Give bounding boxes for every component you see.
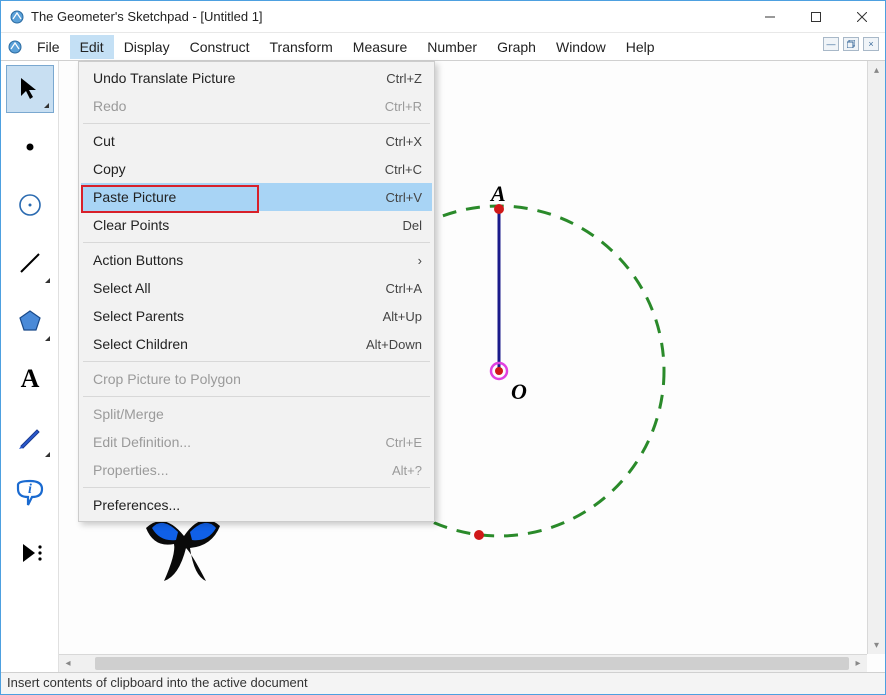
menuitem-action-buttons[interactable]: Action Buttons› (81, 246, 432, 274)
menuitem-undo-translate-picture[interactable]: Undo Translate PictureCtrl+Z (81, 64, 432, 92)
menuitem-crop-picture-to-polygon: Crop Picture to Polygon (81, 365, 432, 393)
menu-separator (83, 361, 430, 362)
menuitem-select-children[interactable]: Select ChildrenAlt+Down (81, 330, 432, 358)
menu-construct[interactable]: Construct (180, 35, 260, 59)
text-tool[interactable]: A (6, 355, 54, 403)
status-text: Insert contents of clipboard into the ac… (7, 675, 308, 690)
menuitem-preferences-[interactable]: Preferences... (81, 491, 432, 519)
menu-separator (83, 396, 430, 397)
mdi-close-button[interactable]: × (863, 37, 879, 51)
svg-text:i: i (28, 482, 32, 497)
menuitem-split-merge: Split/Merge (81, 400, 432, 428)
scroll-right-icon[interactable]: ▸ (849, 655, 867, 672)
point-tool[interactable] (6, 123, 54, 171)
menu-display[interactable]: Display (114, 35, 180, 59)
svg-text:A: A (489, 181, 506, 206)
window-title: The Geometer's Sketchpad - [Untitled 1] (31, 9, 747, 24)
svg-text:O: O (511, 379, 527, 404)
information-tool[interactable]: i (6, 471, 54, 519)
scroll-down-icon[interactable]: ▾ (868, 636, 885, 654)
close-button[interactable] (839, 2, 885, 32)
horizontal-scrollbar[interactable]: ◂ ▸ (59, 654, 867, 672)
scrollbar-thumb[interactable] (95, 657, 849, 670)
menuitem-clear-points[interactable]: Clear PointsDel (81, 211, 432, 239)
edit-menu-dropdown: Undo Translate PictureCtrl+ZRedoCtrl+R Cu… (78, 61, 435, 522)
menuitem-paste-picture[interactable]: Paste PictureCtrl+V (81, 183, 432, 211)
arrow-tool[interactable] (6, 65, 54, 113)
menu-number[interactable]: Number (417, 35, 487, 59)
menu-graph[interactable]: Graph (487, 35, 546, 59)
scroll-up-icon[interactable]: ▴ (868, 61, 885, 79)
menu-separator (83, 123, 430, 124)
menuitem-edit-definition-: Edit Definition...Ctrl+E (81, 428, 432, 456)
maximize-button[interactable] (793, 2, 839, 32)
statusbar: Insert contents of clipboard into the ac… (1, 672, 885, 694)
custom-tool[interactable] (6, 529, 54, 577)
menu-separator (83, 242, 430, 243)
doc-icon (7, 39, 23, 55)
menuitem-copy[interactable]: CopyCtrl+C (81, 155, 432, 183)
app-icon (9, 9, 25, 25)
menu-transform[interactable]: Transform (260, 35, 343, 59)
vertical-scrollbar[interactable]: ▴ ▾ (867, 61, 885, 654)
marker-tool[interactable] (6, 413, 54, 461)
tool-palette: A i (1, 61, 59, 672)
mdi-minimize-button[interactable]: — (823, 37, 839, 51)
menuitem-cut[interactable]: CutCtrl+X (81, 127, 432, 155)
menu-window[interactable]: Window (546, 35, 616, 59)
menu-edit[interactable]: Edit (70, 35, 114, 59)
menubar: FileEditDisplayConstructTransformMeasure… (1, 33, 885, 61)
menuitem-redo: RedoCtrl+R (81, 92, 432, 120)
minimize-button[interactable] (747, 2, 793, 32)
menu-help[interactable]: Help (616, 35, 665, 59)
menuitem-select-all[interactable]: Select AllCtrl+A (81, 274, 432, 302)
svg-text:A: A (20, 364, 39, 393)
titlebar: The Geometer's Sketchpad - [Untitled 1] (1, 1, 885, 33)
straightedge-tool[interactable] (6, 239, 54, 287)
menu-file[interactable]: File (27, 35, 70, 59)
compass-tool[interactable] (6, 181, 54, 229)
menuitem-properties-: Properties...Alt+? (81, 456, 432, 484)
scroll-left-icon[interactable]: ◂ (59, 655, 77, 672)
menuitem-select-parents[interactable]: Select ParentsAlt+Up (81, 302, 432, 330)
mdi-restore-button[interactable] (843, 37, 859, 51)
polygon-tool[interactable] (6, 297, 54, 345)
menu-measure[interactable]: Measure (343, 35, 417, 59)
menu-separator (83, 487, 430, 488)
